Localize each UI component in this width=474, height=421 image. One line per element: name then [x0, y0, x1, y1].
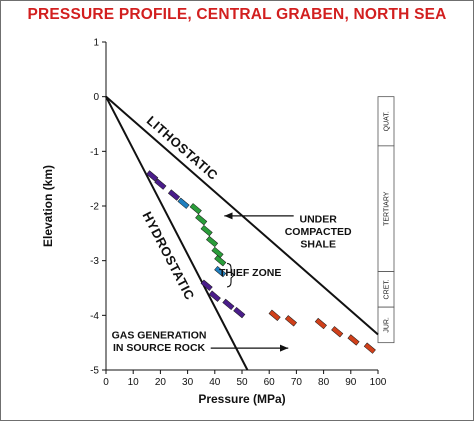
x-tick-label: 30 [182, 377, 194, 388]
pressure-point [214, 255, 227, 267]
annotation-under-line: COMPACTED [285, 226, 352, 238]
x-axis-ticks: 0 10 20 30 40 50 60 70 80 90 100 [103, 370, 387, 388]
pressure-point [154, 178, 167, 190]
pressure-point-marker [154, 178, 167, 190]
pressure-point [284, 315, 298, 327]
pressure-point-marker [206, 235, 219, 248]
pressure-point-marker [211, 246, 224, 259]
y-axis-ticks: 1 0 -1 -2 -3 -4 -5 [90, 38, 106, 377]
geologic-unit-label: QUAT. [384, 111, 391, 131]
x-tick-label: 0 [103, 377, 109, 388]
pressure-point-marker [331, 326, 344, 338]
pressure-point-marker [208, 290, 221, 302]
pressure-point [268, 309, 281, 321]
pressure-point [314, 317, 327, 330]
pressure-point [208, 290, 221, 302]
pressure-point-marker [268, 309, 281, 321]
annotation-under-line: SHALE [300, 238, 336, 250]
geologic-column: QUAT. TERTIARY CRET. JUR. [377, 96, 395, 344]
geologic-unit-label: CRET. [384, 279, 391, 299]
y-tick-label: -5 [90, 366, 99, 377]
pressure-point [189, 203, 202, 215]
pressure-point-marker [214, 265, 227, 278]
pressure-point-marker [222, 298, 235, 311]
x-tick-label: 80 [318, 377, 330, 388]
x-tick-label: 70 [291, 377, 303, 388]
x-tick-label: 100 [370, 377, 387, 388]
thief-zone-brace [227, 262, 235, 288]
annotation-gas-line: IN SOURCE ROCK [113, 342, 206, 354]
pressure-point-marker [233, 306, 246, 319]
pressure-point-marker [195, 214, 208, 226]
pressure-measurements [146, 170, 376, 354]
pressure-point-marker [200, 279, 213, 291]
y-tick-label: -1 [90, 147, 99, 158]
pressure-point [146, 170, 159, 182]
pressure-point-marker [200, 224, 213, 237]
pressure-point [211, 246, 224, 259]
chart-title: PRESSURE PROFILE, CENTRAL GRABEN, NORTH … [27, 6, 447, 23]
annotation-thief-line: THIEF ZONE [219, 267, 281, 279]
y-tick-label: -2 [90, 202, 99, 213]
pressure-point-marker [284, 315, 298, 327]
annotation-gas-line: GAS GENERATION [112, 329, 207, 341]
geologic-unit [377, 306, 395, 344]
y-tick-label: -3 [90, 256, 99, 267]
pressure-point [195, 214, 208, 226]
y-tick-label: 1 [93, 38, 99, 49]
x-tick-label: 10 [128, 377, 140, 388]
pressure-point [222, 298, 235, 311]
pressure-point-marker [214, 255, 227, 267]
pressure-point-marker [177, 197, 190, 209]
pressure-point [363, 342, 376, 354]
axes [105, 42, 378, 371]
pressure-point-marker [146, 170, 159, 182]
pressure-point [347, 334, 360, 346]
x-tick-label: 40 [209, 377, 221, 388]
y-tick-label: 0 [93, 92, 99, 103]
geologic-unit-label: TERTIARY [384, 191, 391, 226]
pressure-point [331, 326, 344, 338]
x-tick-label: 20 [155, 377, 167, 388]
pressure-point [233, 306, 246, 319]
pressure-point [200, 224, 213, 237]
pressure-point-marker [347, 334, 360, 346]
pressure-point [200, 279, 213, 291]
pressure-point-marker [189, 203, 202, 215]
pressure-point [214, 265, 227, 278]
pressure-point [167, 189, 181, 201]
pressure-point [177, 197, 190, 209]
x-tick-label: 60 [264, 377, 276, 388]
x-axis-label: Pressure (MPa) [198, 392, 285, 406]
pressure-point-marker [363, 342, 376, 354]
geologic-unit-label: JUR. [384, 317, 391, 333]
pressure-point-marker [314, 317, 327, 330]
y-tick-label: -4 [90, 311, 99, 322]
line-label-lithostatic: LITHOSTATIC [144, 113, 221, 183]
series-line-hydrostatic [105, 96, 249, 371]
x-tick-label: 90 [345, 377, 357, 388]
y-axis-label: Elevation (km) [41, 165, 55, 247]
pressure-point [206, 235, 219, 248]
annotation-under-line: UNDER [299, 213, 337, 225]
x-tick-label: 50 [236, 377, 248, 388]
pressure-point-marker [167, 189, 181, 201]
